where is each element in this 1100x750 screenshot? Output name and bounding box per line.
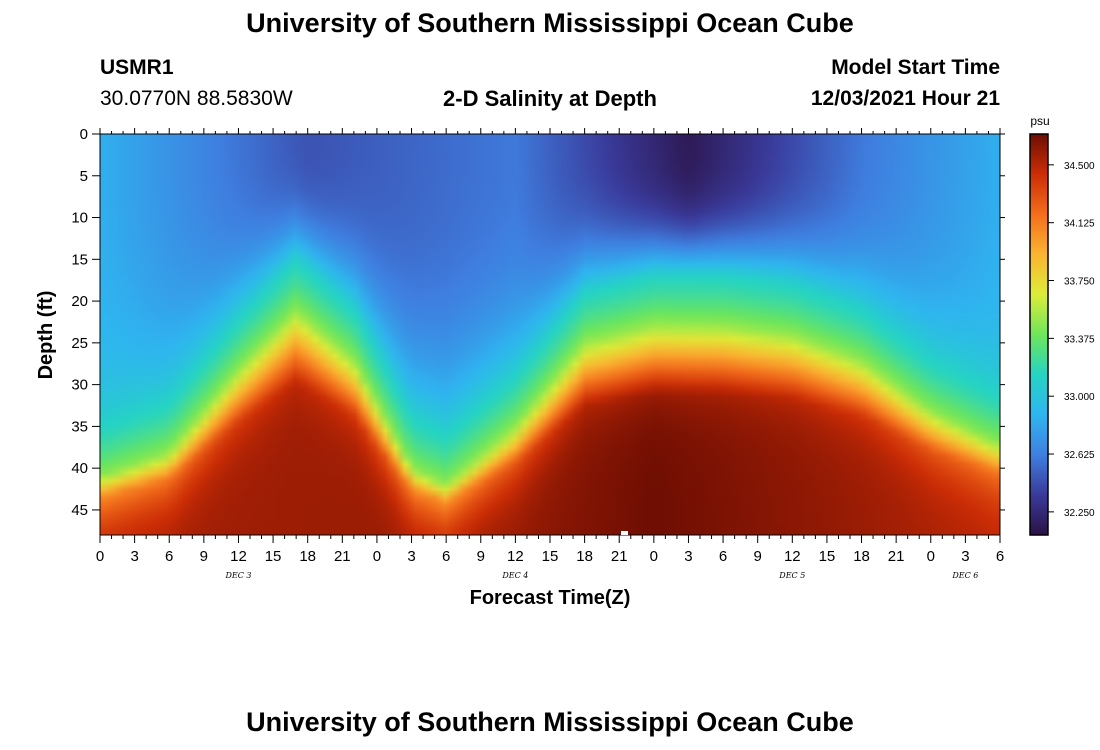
x-tick-label: 6: [996, 548, 1004, 565]
x-tick-label: 21: [334, 548, 351, 565]
colorbar-tick-label: 33.750: [1064, 277, 1095, 288]
bottom-marker: [621, 531, 628, 535]
x-tick-label: 18: [853, 548, 870, 565]
x-tick-label: 6: [442, 548, 450, 565]
y-tick-label: 25: [71, 335, 88, 352]
x-tick-label: 3: [961, 548, 969, 565]
y-tick-label: 0: [80, 126, 88, 143]
colorbar-gradient: [1029, 133, 1049, 536]
y-tick-label: 10: [71, 210, 88, 227]
chart-subtitle: 2-D Salinity at Depth: [443, 86, 657, 111]
x-tick-label: 12: [230, 548, 247, 565]
y-axis: 0 5 10 15 20 25 30 35 40 45: [71, 126, 1005, 519]
y-axis-title: Depth (ft): [35, 291, 57, 380]
y-tick-label: 30: [71, 377, 88, 394]
x-tick-label: 21: [888, 548, 905, 565]
day-label: DEC 3: [224, 571, 251, 580]
y-tick-label: 15: [71, 251, 88, 268]
colorbar-tick-label: 34.500: [1064, 161, 1095, 172]
day-label: DEC 4: [501, 571, 528, 580]
x-tick-label: 21: [611, 548, 628, 565]
salinity-heatmap: [100, 134, 1000, 535]
colorbar-tick-label: 32.250: [1064, 508, 1095, 519]
x-tick-label: 9: [477, 548, 485, 565]
station-location: 30.0770N 88.5830W: [100, 87, 293, 110]
x-tick-label: 3: [130, 548, 138, 565]
y-tick-label: 40: [71, 460, 88, 477]
x-tick-label: 9: [200, 548, 208, 565]
x-tick-label: 15: [819, 548, 836, 565]
station-id: USMR1: [100, 56, 174, 79]
colorbar: psu 32.250 32.625 33.000 33.375 33.750 34.125…: [1029, 114, 1095, 536]
x-tick-label: 12: [507, 548, 524, 565]
x-axis-title: Forecast Time(Z): [470, 587, 631, 609]
x-tick-label: 12: [784, 548, 801, 565]
footer-title: University of Southern Mississippi Ocean…: [246, 707, 854, 737]
x-tick-label: 0: [927, 548, 935, 565]
x-axis: 0 3 6 9 12 15 18 21 0 3 6 9 12 15 18 21 0 3 6 9 12 15 18 21 0 3 6 D…: [96, 128, 1004, 580]
x-tick-label: 18: [576, 548, 593, 565]
x-tick-label: 6: [165, 548, 173, 565]
x-tick-label: 15: [265, 548, 282, 565]
y-tick-label: 5: [80, 168, 88, 185]
day-label: DEC 6: [951, 571, 978, 580]
model-start-value: 12/03/2021 Hour 21: [810, 87, 1000, 110]
y-tick-label: 45: [71, 502, 88, 519]
colorbar-tick-label: 33.000: [1064, 392, 1095, 403]
colorbar-tick-label: 34.125: [1064, 219, 1095, 230]
x-tick-label: 3: [407, 548, 415, 565]
y-tick-label: 20: [71, 293, 88, 310]
main-title: University of Southern Mississippi Ocean…: [246, 8, 854, 38]
x-tick-label: 15: [542, 548, 559, 565]
x-tick-label: 0: [373, 548, 381, 565]
x-tick-label: 9: [754, 548, 762, 565]
colorbar-unit: psu: [1030, 114, 1049, 128]
model-start-label: Model Start Time: [831, 56, 1000, 79]
x-tick-label: 3: [684, 548, 692, 565]
x-tick-label: 6: [719, 548, 727, 565]
colorbar-tick-label: 32.625: [1064, 450, 1095, 461]
y-tick-label: 35: [71, 418, 88, 435]
colorbar-tick-label: 33.375: [1064, 334, 1095, 345]
x-tick-label: 0: [96, 548, 104, 565]
x-tick-label: 0: [650, 548, 658, 565]
x-tick-label: 18: [299, 548, 316, 565]
day-label: DEC 5: [778, 571, 805, 580]
